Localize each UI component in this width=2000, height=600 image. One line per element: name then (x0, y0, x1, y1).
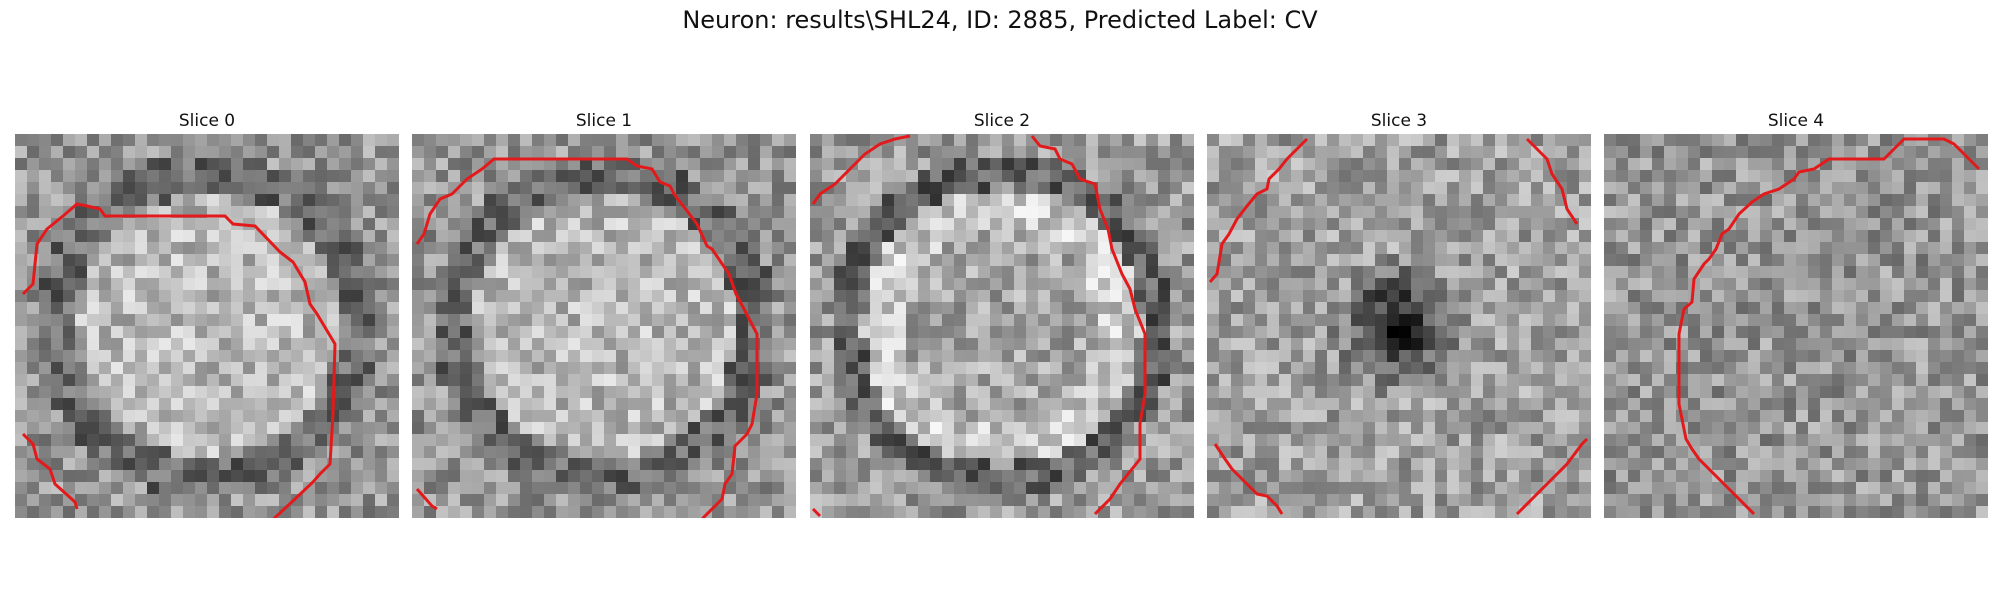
panel-slice-3: Slice 3 (1207, 108, 1591, 518)
contour-line (1525, 137, 1579, 225)
contour-line (811, 134, 911, 205)
contour-line (1677, 137, 1981, 516)
slice-image (15, 134, 399, 518)
slice-image (1207, 134, 1591, 518)
panel-slice-1: Slice 1 (412, 108, 796, 518)
slice-image (810, 134, 1194, 518)
contour-line (415, 157, 759, 518)
contour-line (1030, 135, 1147, 516)
panel-slice-4: Slice 4 (1604, 108, 1988, 518)
panel-title: Slice 3 (1370, 111, 1428, 131)
slice-image (412, 134, 796, 518)
panel-title: Slice 4 (1767, 111, 1825, 131)
contour-line (21, 202, 337, 518)
contour-line (1213, 443, 1284, 515)
panel-title: Slice 2 (973, 111, 1031, 131)
contour-line (811, 507, 822, 518)
slice-image (1604, 134, 1988, 518)
contour-line (1515, 437, 1589, 516)
contour-line (21, 432, 79, 510)
contour-line (415, 488, 438, 511)
panel-slice-0: Slice 0 (15, 108, 399, 518)
panel-slice-2: Slice 2 (810, 108, 1194, 518)
panel-title: Slice 0 (178, 111, 236, 131)
contour-line (1208, 137, 1309, 283)
figure-title: Neuron: results\SHL24, ID: 2885, Predict… (682, 6, 1318, 34)
panel-title: Slice 1 (575, 111, 633, 131)
